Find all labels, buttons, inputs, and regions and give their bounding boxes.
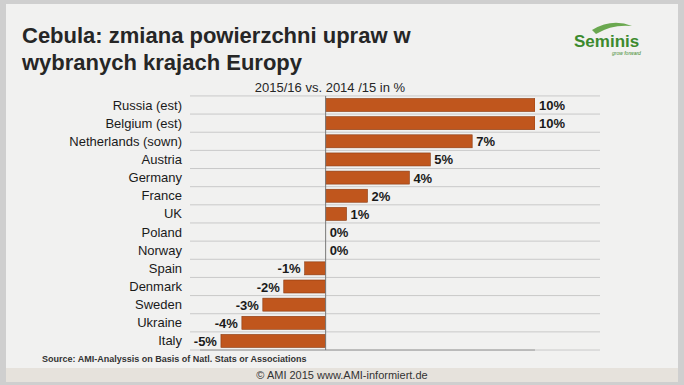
data-label: 10% xyxy=(539,98,565,113)
chart: Seminisgrow forward 2015/16 vs. 2014 /15 … xyxy=(0,0,684,385)
source-note: Source: AMI-Analyssis on Basis of Natl. … xyxy=(42,354,306,364)
category-label: Poland xyxy=(142,225,182,240)
category-label: Norway xyxy=(138,243,183,258)
bars xyxy=(221,99,535,348)
row-separator xyxy=(190,277,600,278)
row-separator xyxy=(190,150,600,151)
category-label: Spain xyxy=(149,261,182,276)
category-label: Belgium (est) xyxy=(105,116,182,131)
bar xyxy=(242,316,326,329)
category-label: Germany xyxy=(129,170,183,185)
footer: © AMI 2015 www.AMI-informiert.de xyxy=(256,369,427,381)
row-separator xyxy=(190,331,600,332)
row-separator xyxy=(190,168,600,169)
data-label: -1% xyxy=(278,261,302,276)
data-label: -3% xyxy=(236,298,260,313)
data-label: 7% xyxy=(476,134,495,149)
logo-text: Seminis xyxy=(574,32,639,51)
row-separator xyxy=(190,95,600,96)
data-label: -4% xyxy=(215,316,239,331)
row-separator xyxy=(190,204,600,205)
bar xyxy=(326,117,535,130)
row-separator xyxy=(190,186,600,187)
row-separator xyxy=(190,114,600,115)
category-label: Russia (est) xyxy=(113,98,182,113)
bar xyxy=(305,262,326,275)
subtitle: 2015/16 vs. 2014 /15 in % xyxy=(255,80,406,95)
data-label: 0% xyxy=(330,243,349,258)
bar xyxy=(263,298,326,311)
zero-line xyxy=(325,96,326,350)
x-axis-line xyxy=(200,350,535,351)
category-label: Italy xyxy=(158,333,182,348)
footer-band xyxy=(6,368,678,382)
category-label: France xyxy=(142,188,182,203)
bar xyxy=(326,153,431,166)
row-separator xyxy=(190,132,600,133)
row-separator xyxy=(190,313,600,314)
bar xyxy=(221,334,326,347)
row-separator xyxy=(190,222,600,223)
data-label: 0% xyxy=(330,225,349,240)
bar xyxy=(326,171,410,184)
data-label: 10% xyxy=(539,116,565,131)
bar xyxy=(326,189,368,202)
category-label: Denmark xyxy=(129,279,182,294)
bar xyxy=(284,280,326,293)
bar xyxy=(326,135,473,148)
data-label: 4% xyxy=(413,171,432,186)
data-label: 2% xyxy=(372,189,391,204)
row-separator xyxy=(190,241,600,242)
row-separator xyxy=(190,295,600,296)
data-label: 1% xyxy=(351,207,370,222)
bar xyxy=(326,207,347,220)
category-label: UK xyxy=(164,206,182,221)
category-label: Ukraine xyxy=(137,315,182,330)
data-label: 5% xyxy=(434,152,453,167)
category-label: Austria xyxy=(142,152,183,167)
row-separator xyxy=(190,259,600,260)
bar xyxy=(326,99,535,112)
category-label: Sweden xyxy=(135,297,182,312)
logo-tagline: grow forward xyxy=(612,50,641,56)
data-label: -2% xyxy=(257,280,281,295)
category-label: Netherlands (sown) xyxy=(69,134,182,149)
row-separator xyxy=(190,350,600,351)
title: Cebula: zmiana powierzchni upraw w wybra… xyxy=(22,22,492,76)
data-label: -5% xyxy=(194,334,218,349)
